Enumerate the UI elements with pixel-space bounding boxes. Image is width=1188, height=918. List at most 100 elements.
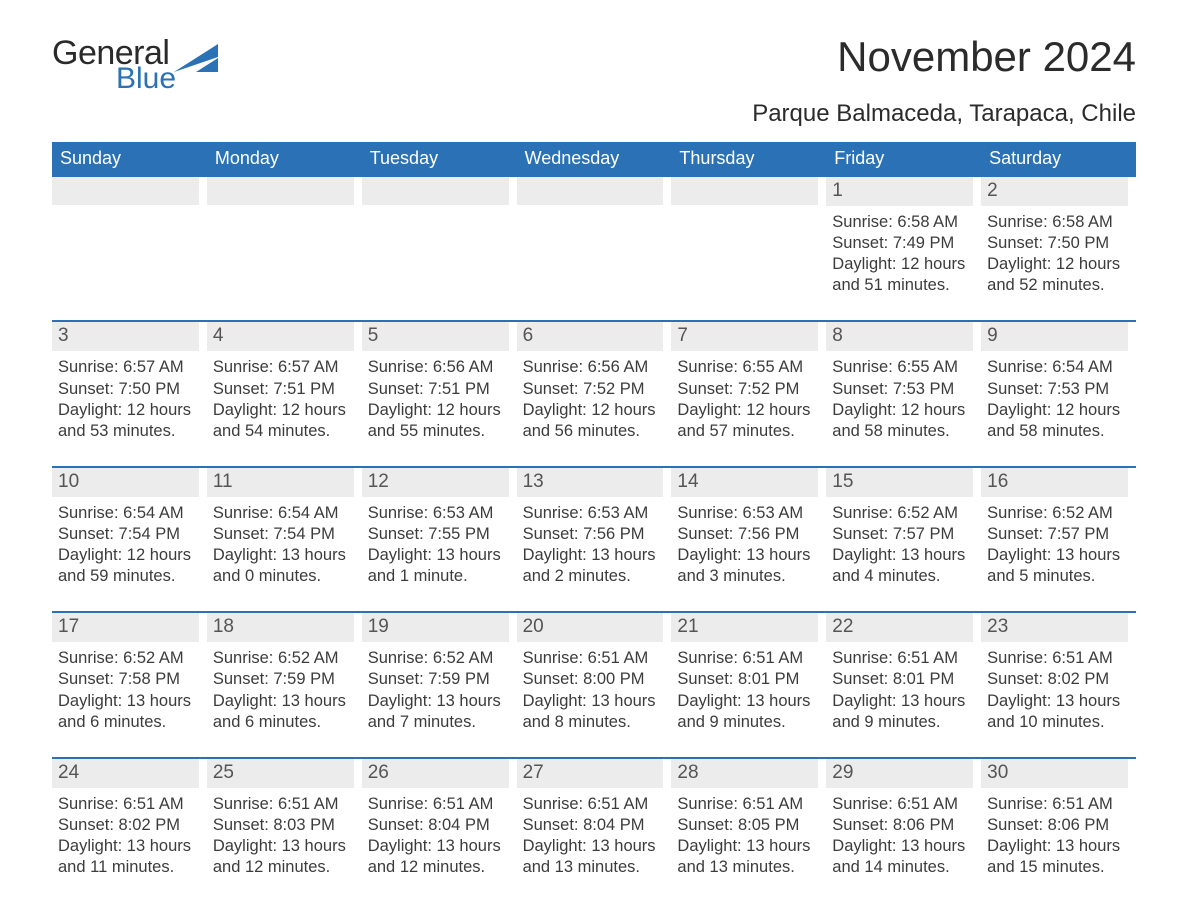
sunset-text: Sunset: 7:52 PM (523, 379, 664, 400)
day-cell: 1Sunrise: 6:58 AMSunset: 7:49 PMDaylight… (826, 177, 981, 296)
daylight-line2: and 7 minutes. (368, 712, 509, 733)
day-number: 13 (517, 468, 664, 497)
dow-wednesday: Wednesday (517, 142, 672, 177)
daylight-line1: Daylight: 13 hours (523, 836, 664, 857)
day-cell: 18Sunrise: 6:52 AMSunset: 7:59 PMDayligh… (207, 613, 362, 732)
day-cell (517, 177, 672, 296)
sunrise-text: Sunrise: 6:58 AM (987, 212, 1128, 233)
sunset-text: Sunset: 8:01 PM (677, 669, 818, 690)
location-label: Parque Balmaceda, Tarapaca, Chile (752, 100, 1136, 128)
day-body: Sunrise: 6:58 AMSunset: 7:49 PMDaylight:… (826, 206, 973, 296)
daylight-line1: Daylight: 13 hours (523, 691, 664, 712)
sunrise-text: Sunrise: 6:52 AM (987, 503, 1128, 524)
day-body: Sunrise: 6:56 AMSunset: 7:52 PMDaylight:… (517, 351, 664, 441)
day-body: Sunrise: 6:54 AMSunset: 7:53 PMDaylight:… (981, 351, 1128, 441)
day-number: 26 (362, 759, 509, 788)
dow-monday: Monday (207, 142, 362, 177)
day-body: Sunrise: 6:52 AMSunset: 7:57 PMDaylight:… (981, 497, 1128, 587)
day-body: Sunrise: 6:51 AMSunset: 8:04 PMDaylight:… (362, 788, 509, 878)
logo: General Blue (52, 36, 218, 94)
day-number: 27 (517, 759, 664, 788)
page: General Blue November 2024 Parque Balmac… (0, 0, 1188, 918)
sunrise-text: Sunrise: 6:53 AM (677, 503, 818, 524)
day-cell: 19Sunrise: 6:52 AMSunset: 7:59 PMDayligh… (362, 613, 517, 732)
sunset-text: Sunset: 7:49 PM (832, 233, 973, 254)
day-cell (207, 177, 362, 296)
day-body: Sunrise: 6:54 AMSunset: 7:54 PMDaylight:… (207, 497, 354, 587)
daylight-line1: Daylight: 12 hours (832, 254, 973, 275)
day-body: Sunrise: 6:51 AMSunset: 8:05 PMDaylight:… (671, 788, 818, 878)
day-number: 2 (981, 177, 1128, 206)
daylight-line1: Daylight: 13 hours (987, 836, 1128, 857)
day-cell: 22Sunrise: 6:51 AMSunset: 8:01 PMDayligh… (826, 613, 981, 732)
day-body: Sunrise: 6:51 AMSunset: 8:04 PMDaylight:… (517, 788, 664, 878)
sunrise-text: Sunrise: 6:52 AM (832, 503, 973, 524)
week-row: 1Sunrise: 6:58 AMSunset: 7:49 PMDaylight… (52, 177, 1136, 296)
month-title: November 2024 (752, 36, 1136, 78)
sunset-text: Sunset: 8:03 PM (213, 815, 354, 836)
day-cell: 12Sunrise: 6:53 AMSunset: 7:55 PMDayligh… (362, 468, 517, 587)
day-cell: 13Sunrise: 6:53 AMSunset: 7:56 PMDayligh… (517, 468, 672, 587)
day-cell: 11Sunrise: 6:54 AMSunset: 7:54 PMDayligh… (207, 468, 362, 587)
sunset-text: Sunset: 8:06 PM (987, 815, 1128, 836)
sunset-text: Sunset: 7:57 PM (987, 524, 1128, 545)
day-cell: 17Sunrise: 6:52 AMSunset: 7:58 PMDayligh… (52, 613, 207, 732)
day-body: Sunrise: 6:57 AMSunset: 7:50 PMDaylight:… (52, 351, 199, 441)
sunset-text: Sunset: 8:04 PM (523, 815, 664, 836)
day-body: Sunrise: 6:55 AMSunset: 7:52 PMDaylight:… (671, 351, 818, 441)
sunset-text: Sunset: 7:50 PM (58, 379, 199, 400)
sunrise-text: Sunrise: 6:51 AM (987, 648, 1128, 669)
day-number: 19 (362, 613, 509, 642)
daylight-line2: and 55 minutes. (368, 421, 509, 442)
sunset-text: Sunset: 7:56 PM (523, 524, 664, 545)
daylight-line1: Daylight: 13 hours (368, 545, 509, 566)
dow-friday: Friday (826, 142, 981, 177)
sunrise-text: Sunrise: 6:57 AM (58, 357, 199, 378)
day-number: 17 (52, 613, 199, 642)
day-cell: 30Sunrise: 6:51 AMSunset: 8:06 PMDayligh… (981, 759, 1136, 878)
sunset-text: Sunset: 8:02 PM (987, 669, 1128, 690)
sunrise-text: Sunrise: 6:55 AM (832, 357, 973, 378)
day-cell (362, 177, 517, 296)
daylight-line2: and 57 minutes. (677, 421, 818, 442)
daylight-line1: Daylight: 12 hours (832, 400, 973, 421)
sunset-text: Sunset: 7:50 PM (987, 233, 1128, 254)
sunrise-text: Sunrise: 6:51 AM (368, 794, 509, 815)
day-number: 8 (826, 322, 973, 351)
daylight-line2: and 13 minutes. (523, 857, 664, 878)
sunset-text: Sunset: 7:56 PM (677, 524, 818, 545)
sunset-text: Sunset: 7:58 PM (58, 669, 199, 690)
day-body: Sunrise: 6:53 AMSunset: 7:56 PMDaylight:… (517, 497, 664, 587)
sunrise-text: Sunrise: 6:58 AM (832, 212, 973, 233)
day-body: Sunrise: 6:53 AMSunset: 7:55 PMDaylight:… (362, 497, 509, 587)
daylight-line2: and 12 minutes. (368, 857, 509, 878)
sunset-text: Sunset: 8:05 PM (677, 815, 818, 836)
day-number: 25 (207, 759, 354, 788)
day-number: 6 (517, 322, 664, 351)
daylight-line1: Daylight: 12 hours (987, 254, 1128, 275)
sunrise-text: Sunrise: 6:51 AM (677, 648, 818, 669)
empty-day-band (517, 177, 664, 205)
day-number: 20 (517, 613, 664, 642)
day-body: Sunrise: 6:57 AMSunset: 7:51 PMDaylight:… (207, 351, 354, 441)
daylight-line1: Daylight: 12 hours (58, 400, 199, 421)
sunrise-text: Sunrise: 6:54 AM (58, 503, 199, 524)
daylight-line2: and 11 minutes. (58, 857, 199, 878)
sunrise-text: Sunrise: 6:52 AM (368, 648, 509, 669)
day-body: Sunrise: 6:52 AMSunset: 7:59 PMDaylight:… (362, 642, 509, 732)
day-number: 11 (207, 468, 354, 497)
day-body: Sunrise: 6:52 AMSunset: 7:57 PMDaylight:… (826, 497, 973, 587)
daylight-line2: and 56 minutes. (523, 421, 664, 442)
day-number: 14 (671, 468, 818, 497)
day-body: Sunrise: 6:56 AMSunset: 7:51 PMDaylight:… (362, 351, 509, 441)
sunrise-text: Sunrise: 6:51 AM (832, 794, 973, 815)
daylight-line2: and 54 minutes. (213, 421, 354, 442)
week-row: 24Sunrise: 6:51 AMSunset: 8:02 PMDayligh… (52, 757, 1136, 878)
daylight-line1: Daylight: 12 hours (213, 400, 354, 421)
week-row: 17 Sunrise: 6:52 AM Sunset: 7:58 PM Dayligh… (52, 611, 1136, 732)
sunset-text: Sunset: 7:54 PM (213, 524, 354, 545)
logo-text-blue: Blue (116, 64, 176, 94)
day-cell: 20Sunrise: 6:51 AMSunset: 8:00 PMDayligh… (517, 613, 672, 732)
sunrise-text: Sunrise: 6:54 AM (987, 357, 1128, 378)
sunset-text: Sunset: 7:52 PM (677, 379, 818, 400)
